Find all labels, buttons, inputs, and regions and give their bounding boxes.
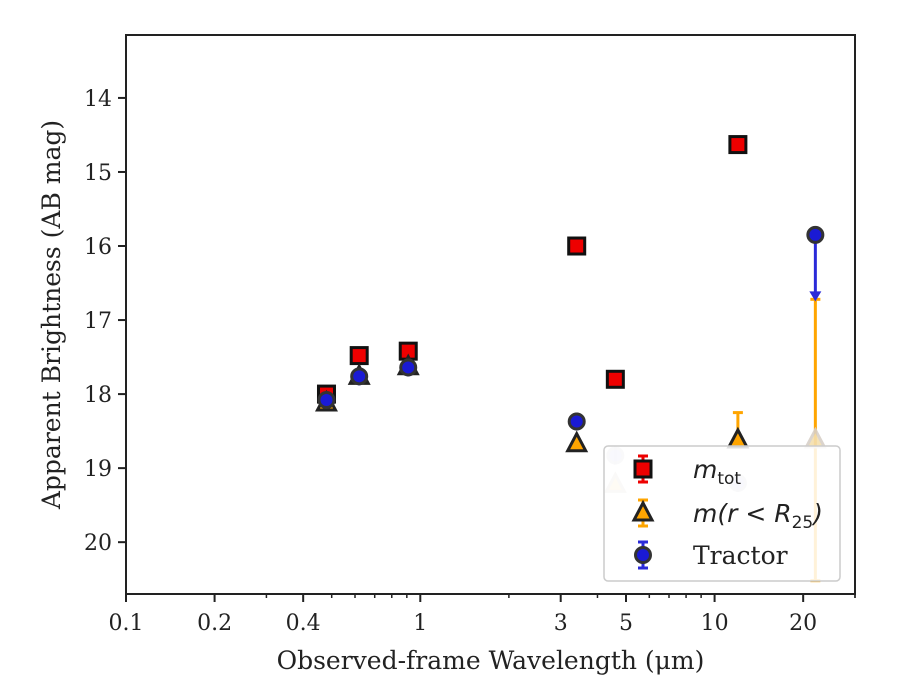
- square-marker: [567, 236, 587, 256]
- data-markers: [314, 135, 827, 493]
- triangle-marker: [565, 430, 589, 453]
- y-tick-label: 19: [84, 457, 112, 482]
- triangle-legend-marker: [631, 499, 655, 522]
- circle-marker: [399, 358, 418, 377]
- square-marker: [349, 346, 369, 366]
- circle-marker: [567, 412, 586, 431]
- y-tick-label: 15: [84, 161, 112, 186]
- legend-label: mtot: [693, 455, 741, 489]
- y-tick-label: 16: [84, 235, 112, 260]
- circle-marker: [317, 391, 336, 410]
- y-tick-label: 17: [84, 309, 112, 334]
- circle-marker: [350, 367, 369, 386]
- legend-label: m(r < R25): [693, 499, 823, 533]
- y-tick-label: 20: [84, 531, 112, 556]
- triangle-marker: [726, 426, 750, 449]
- x-tick-label: 0.2: [197, 611, 232, 636]
- upper-limit-arrow: [809, 291, 822, 302]
- x-tick-label: 1: [413, 611, 427, 636]
- y-tick-label: 18: [84, 383, 112, 408]
- x-axis-title: Observed-frame Wavelength (μm): [277, 646, 705, 675]
- circle-legend-marker: [634, 546, 652, 564]
- legend-label: Tractor: [693, 541, 788, 570]
- x-tick-label: 0.1: [109, 611, 144, 636]
- plot-frame: [125, 34, 856, 595]
- legend-box: [603, 445, 841, 582]
- square-marker: [605, 369, 625, 389]
- legend: mtot m(r < R25) Tractor: [603, 445, 841, 582]
- square-marker: [728, 135, 748, 155]
- x-tick-label: 10: [701, 611, 729, 636]
- x-tick-label: 3: [554, 611, 568, 636]
- triangle-marker: [803, 426, 827, 449]
- y-axis-title: Apparent Brightness (AB mag): [37, 120, 66, 510]
- y-axis: 14 15 16 17 18 19 20: [84, 87, 126, 556]
- y-tick-label: 14: [84, 87, 112, 112]
- square-legend-marker: [633, 459, 653, 479]
- x-tick-label: 20: [789, 611, 817, 636]
- circle-marker: [806, 225, 825, 244]
- x-tick-label: 5: [619, 611, 633, 636]
- x-tick-label: 0.4: [286, 611, 321, 636]
- x-axis: 0.1 0.2 0.4 1 3 5 10 20: [109, 594, 856, 636]
